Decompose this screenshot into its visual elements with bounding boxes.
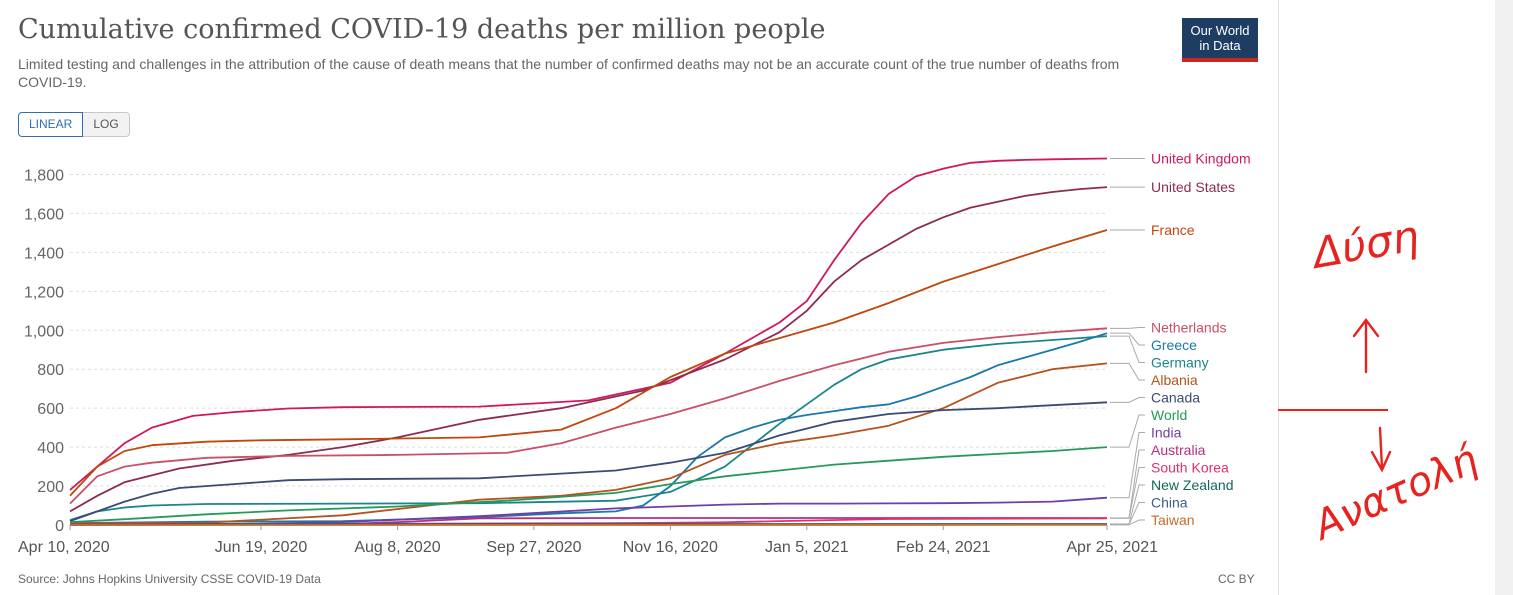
logo-line-2: in Data [1199, 38, 1241, 53]
annotation-down-text: Ανατολή [1305, 436, 1485, 550]
chart-title: Cumulative confirmed COVID-19 deaths per… [18, 14, 826, 45]
y-tick-label: 600 [37, 401, 64, 418]
legend-connector [1110, 502, 1145, 525]
legend-connector [1110, 467, 1145, 519]
legend-connector [1110, 414, 1145, 448]
legend-label-united-states: United States [1151, 179, 1235, 195]
license-note[interactable]: CC BY [1218, 572, 1255, 586]
series-line-netherlands [69, 327, 1108, 505]
series-line-albania [69, 362, 1108, 525]
annotation-up-text: Δύση [1306, 211, 1422, 278]
legend-label-australia: Australia [1151, 442, 1206, 458]
legend-connector [1110, 449, 1145, 519]
x-tick-label: Aug 8, 2020 [354, 539, 440, 556]
y-tick-label: 800 [37, 362, 64, 379]
y-tick-label: 400 [37, 440, 64, 457]
scale-toggle: LINEAR LOG [18, 112, 130, 137]
log-scale-button[interactable]: LOG [83, 112, 130, 137]
series-line-world [69, 446, 1108, 523]
y-tick-label: 1,600 [24, 206, 64, 223]
legend-label-world: World [1151, 407, 1187, 423]
x-tick-label: Jan 5, 2021 [765, 539, 849, 556]
right-margin [1278, 0, 1496, 595]
x-tick-label: Feb 24, 2021 [896, 539, 990, 556]
legend-connector [1110, 362, 1145, 381]
series-line-india [69, 496, 1108, 526]
series-line-greece [69, 332, 1108, 524]
legend-connector [1110, 432, 1145, 499]
handwritten-annotation: Δύση Ανατολή [1278, 211, 1485, 550]
legend-connector [1110, 519, 1145, 526]
series-line-france [69, 229, 1108, 497]
scrollbar[interactable] [1495, 0, 1513, 595]
x-tick-label: Jun 19, 2020 [215, 539, 308, 556]
x-tick-label: Sep 27, 2020 [486, 539, 581, 556]
annotation-down-arrow [1370, 426, 1392, 473]
chart-subtitle: Limited testing and challenges in the at… [18, 56, 1120, 90]
logo-line-1: Our World [1190, 23, 1250, 38]
series-line-united-states [69, 186, 1108, 513]
x-tick-label: Apr 25, 2021 [1066, 539, 1158, 556]
line-chart: 0 200 400 600 800 1,000 1,200 1,400 1,600 1,800 Ap… [18, 151, 1251, 556]
legend-label-india: India [1151, 425, 1182, 441]
series-line-canada [69, 401, 1108, 522]
legend-label-greece: Greece [1151, 337, 1197, 353]
legend-label-netherlands: Netherlands [1151, 320, 1227, 336]
x-tick-label: Apr 10, 2020 [18, 539, 110, 556]
axis-layer: 0 200 400 600 800 1,000 1,200 1,400 1,600 1,800 Ap… [18, 167, 1158, 556]
y-tick-label: 1,400 [24, 245, 64, 262]
legend-connector [1110, 335, 1145, 363]
series-line-united-kingdom [69, 157, 1108, 491]
legend-label-germany: Germany [1151, 355, 1209, 371]
y-tick-label: 200 [37, 479, 64, 496]
x-tick-label: Nov 16, 2020 [623, 539, 718, 556]
y-tick-label: 1,800 [24, 167, 64, 184]
legend-label-united-kingdom: United Kingdom [1151, 151, 1251, 167]
annotation-up-arrow [1352, 318, 1380, 374]
legend-label-albania: Albania [1151, 372, 1198, 388]
legend-label-france: France [1151, 222, 1195, 238]
owid-logo[interactable]: Our World in Data [1182, 18, 1258, 62]
legend-label-taiwan: Taiwan [1151, 512, 1195, 528]
chart-panel: Cumulative confirmed COVID-19 deaths per… [18, 14, 1258, 586]
legend-connector [1110, 327, 1145, 329]
series-line-germany [69, 335, 1108, 521]
legend-layer: United Kingdom United States France Netherl… [1110, 151, 1251, 528]
y-tick-label: 1,200 [24, 284, 64, 301]
linear-scale-button[interactable]: LINEAR [18, 112, 84, 137]
legend-connector [1110, 332, 1145, 346]
legend-connector [1110, 397, 1145, 403]
source-note[interactable]: Source: Johns Hopkins University CSSE CO… [18, 572, 321, 586]
series-layer [69, 157, 1108, 526]
y-tick-label: 1,000 [24, 323, 64, 340]
legend-label-south-korea: South Korea [1151, 460, 1229, 476]
y-tick-label: 0 [55, 518, 64, 535]
legend-label-canada: Canada [1151, 390, 1200, 406]
legend-label-china: China [1151, 495, 1188, 511]
legend-label-new-zealand: New Zealand [1151, 477, 1234, 493]
